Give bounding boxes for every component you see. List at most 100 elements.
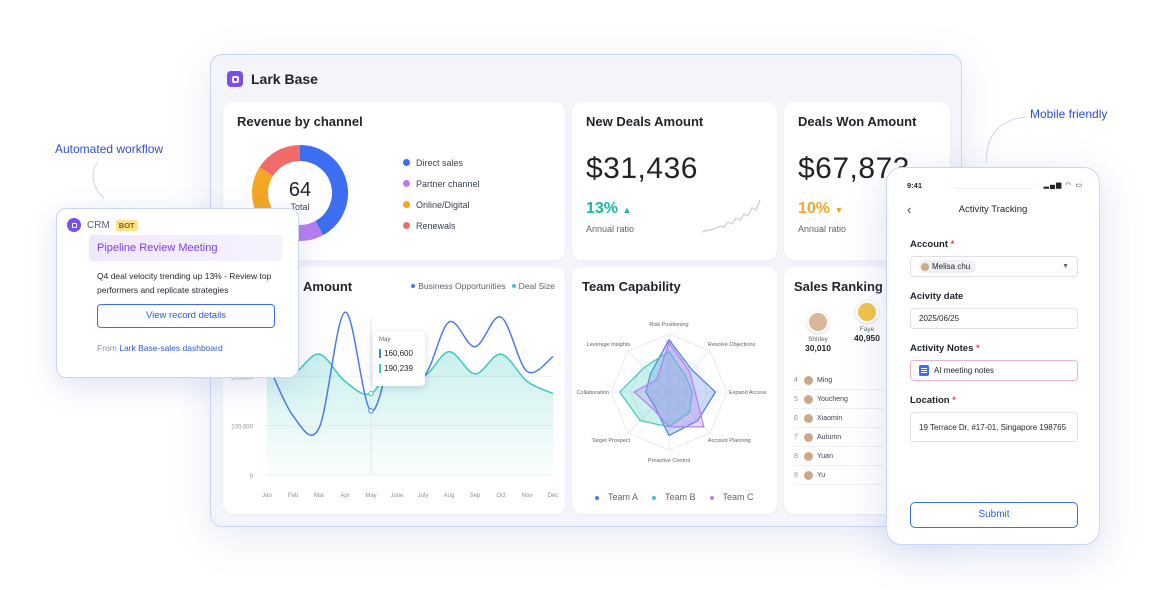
- tooltip-value-2: 190,239: [379, 364, 419, 373]
- avatar-icon: [804, 432, 813, 442]
- team-capability-title: Team Capability: [582, 279, 681, 294]
- new-deals-ratio: 13% ▲: [586, 200, 632, 217]
- radar-axis-label: Risk Positioning: [649, 322, 688, 328]
- amount-line-chart[interactable]: 0 100,000 200,000 Jan Feb Mar Apr May June July Au…: [223, 267, 565, 514]
- avatar-icon: [804, 451, 813, 461]
- legend-team-b[interactable]: Team B: [649, 492, 698, 502]
- account-select[interactable]: Melisa chu ▼: [910, 256, 1078, 277]
- submit-button[interactable]: Submit: [910, 502, 1078, 528]
- donut-center-label: Total: [290, 202, 309, 212]
- donut-seg-renewals[interactable]: [259, 145, 301, 177]
- activity-date-field[interactable]: 2025/06/25: [910, 308, 1078, 329]
- activity-notes-field[interactable]: AI meeting notes: [910, 360, 1078, 381]
- radar-axis-label: Resolve Objections: [708, 342, 756, 348]
- document-icon: [919, 365, 929, 376]
- crm-footer: From Lark Base-sales dashboard: [97, 343, 223, 353]
- x-tick-label: Aug: [444, 493, 455, 499]
- legend-deal-size[interactable]: Deal Size: [511, 281, 555, 291]
- radar-axis-label: Target Prospect: [592, 438, 631, 444]
- rank-2-name: Shirley: [808, 336, 828, 343]
- radar-axis-label: Account Planning: [708, 438, 751, 444]
- y-tick-label: 100,000: [231, 425, 253, 431]
- crm-logo-icon: [67, 218, 81, 232]
- dropdown-caret-icon: ▼: [1062, 263, 1069, 270]
- team-capability-card[interactable]: Team Capability Risk Positioning Resolve …: [572, 267, 777, 514]
- avatar-icon: [921, 262, 929, 271]
- x-tick-label: July: [418, 493, 429, 499]
- x-tick-label: Jan: [262, 493, 272, 499]
- lark-base-dashboard-link[interactable]: Lark Base-sales dashboard: [119, 343, 223, 353]
- new-deals-card[interactable]: New Deals Amount $31,436 13% ▲ Annual ra…: [572, 102, 777, 260]
- hover-point: [368, 408, 374, 414]
- list-item[interactable]: 5 Youcheng: [794, 390, 884, 409]
- crm-header: CRM BOT: [67, 218, 138, 232]
- rank-2-entry[interactable]: Shirley 30,010: [798, 311, 838, 353]
- deals-won-ratio-label: Annual ratio: [798, 224, 847, 234]
- deal-size-area: [267, 351, 553, 475]
- trend-up-icon: ▲: [622, 205, 632, 215]
- x-tick-label: Dec: [548, 493, 559, 499]
- x-tick-label: Mar: [314, 493, 324, 499]
- phone-notch: [947, 168, 1039, 188]
- list-item[interactable]: 4 Ming: [794, 371, 884, 390]
- back-chevron-icon[interactable]: ‹: [907, 202, 912, 217]
- revenue-title: Revenue by channel: [237, 114, 363, 129]
- deals-won-title: Deals Won Amount: [798, 114, 917, 129]
- radar-axis-label: Collaboration: [577, 390, 609, 396]
- account-label: Account *: [910, 239, 955, 250]
- account-chip: Melisa chu: [919, 260, 977, 273]
- automated-workflow-label: Automated workflow: [55, 142, 164, 156]
- chart-tooltip: May 160,600 190,239: [373, 332, 425, 386]
- list-item[interactable]: 8 Yuan: [794, 447, 884, 466]
- location-label: Location *: [910, 395, 956, 406]
- mobile-phone-frame: 9:41 ▂▄▆ ◠ ▭ ‹ Activity Tracking Account…: [886, 167, 1100, 545]
- rank-1-value: 40,950: [854, 333, 880, 343]
- legend-team-c[interactable]: Team C: [707, 492, 757, 502]
- bot-badge: BOT: [115, 219, 138, 231]
- radar-team-c[interactable]: [633, 342, 705, 428]
- status-icons: ▂▄▆ ◠ ▭: [1043, 182, 1083, 189]
- faye-avatar: [856, 301, 878, 323]
- crm-notification-card[interactable]: CRM BOT Pipeline Review Meeting Q4 deal …: [56, 208, 299, 378]
- radar-tick-label: 100: [666, 339, 673, 344]
- legend-item-direct-sales[interactable]: Direct sales: [403, 152, 480, 173]
- list-item[interactable]: 9 Yu: [794, 466, 884, 485]
- avatar-icon: [804, 375, 813, 385]
- avatar-icon: [804, 470, 813, 480]
- new-deals-title: New Deals Amount: [586, 114, 704, 129]
- crm-title: Pipeline Review Meeting: [89, 235, 282, 261]
- tooltip-label: May: [379, 337, 391, 343]
- legend-item-online-digital[interactable]: Online/Digital: [403, 194, 480, 215]
- revenue-legend: Direct sales Partner channel Online/Digi…: [403, 152, 480, 236]
- ranking-podium: Shirley 30,010 Faye 40,950: [784, 301, 950, 405]
- list-item[interactable]: 7 Autumn: [794, 428, 884, 447]
- location-field[interactable]: 19 Terrace Dr, #17-01, Singapore 198765: [910, 412, 1078, 442]
- rank-1-entry[interactable]: Faye 40,950: [846, 301, 888, 343]
- ranking-list: 4 Ming 5 Youcheng 6 Xiaomin 7 Autumn 8 Yuan 9…: [794, 371, 884, 485]
- avatar-icon: [804, 394, 813, 404]
- x-tick-label: Nov: [522, 493, 533, 499]
- legend-item-renewals[interactable]: Renewals: [403, 215, 480, 236]
- radar-team-a[interactable]: [645, 339, 716, 437]
- list-item[interactable]: 6 Xiaomin: [794, 409, 884, 428]
- trend-down-icon: ▼: [834, 205, 844, 215]
- radar-spoke: [627, 391, 670, 434]
- new-deals-sparkline: [702, 199, 761, 233]
- donut-center-value: 64: [289, 179, 311, 201]
- donut-seg-direct-sales[interactable]: [299, 145, 348, 236]
- x-tick-label: Oct: [496, 493, 506, 499]
- mobile-connector: [985, 116, 1027, 164]
- workflow-connector: [92, 161, 105, 199]
- x-tick-label: Feb: [288, 493, 299, 499]
- crm-source: CRM: [87, 219, 110, 231]
- y-tick-label: 0: [250, 474, 254, 480]
- rank-1-name: Faye: [859, 326, 875, 333]
- view-record-details-button[interactable]: View record details: [97, 304, 275, 328]
- new-deals-amount: $31,436: [586, 152, 698, 185]
- radar-axis-label: Expand Access: [729, 390, 767, 396]
- x-tick-label: Sep: [470, 493, 481, 499]
- team-radar-chart[interactable]: Risk Positioning Resolve Objections Expand…: [572, 299, 777, 499]
- legend-business-opportunities[interactable]: Business Opportunities: [411, 281, 506, 291]
- legend-item-partner-channel[interactable]: Partner channel: [403, 173, 480, 194]
- legend-team-a[interactable]: Team A: [592, 492, 641, 502]
